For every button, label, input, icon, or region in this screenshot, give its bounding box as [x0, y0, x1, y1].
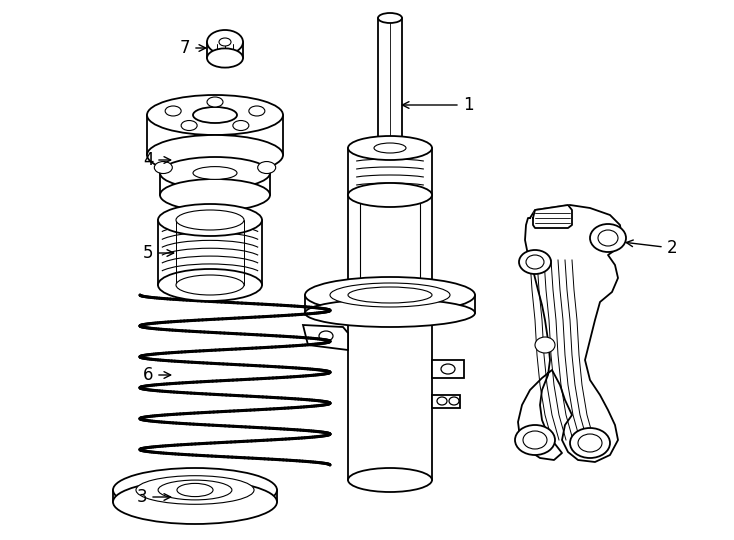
- Ellipse shape: [181, 120, 197, 131]
- Ellipse shape: [378, 13, 402, 23]
- Ellipse shape: [193, 167, 237, 179]
- Ellipse shape: [523, 431, 547, 449]
- Ellipse shape: [305, 277, 475, 313]
- Ellipse shape: [219, 38, 231, 46]
- Polygon shape: [533, 205, 572, 228]
- Ellipse shape: [147, 95, 283, 135]
- Ellipse shape: [207, 30, 243, 54]
- Ellipse shape: [158, 204, 262, 236]
- Text: 5: 5: [142, 244, 174, 262]
- Ellipse shape: [515, 425, 555, 455]
- Polygon shape: [518, 205, 622, 462]
- Ellipse shape: [136, 476, 254, 504]
- Ellipse shape: [176, 210, 244, 230]
- Ellipse shape: [165, 106, 181, 116]
- Ellipse shape: [160, 179, 270, 211]
- Ellipse shape: [441, 364, 455, 374]
- Ellipse shape: [578, 434, 602, 452]
- Ellipse shape: [177, 483, 213, 497]
- Text: 7: 7: [180, 39, 206, 57]
- Ellipse shape: [160, 157, 270, 189]
- Ellipse shape: [319, 331, 333, 341]
- Ellipse shape: [207, 97, 223, 107]
- Ellipse shape: [158, 480, 232, 500]
- Ellipse shape: [348, 183, 432, 207]
- Polygon shape: [303, 325, 348, 350]
- Ellipse shape: [113, 468, 277, 512]
- Ellipse shape: [176, 275, 244, 295]
- Ellipse shape: [570, 428, 610, 458]
- Text: 3: 3: [137, 488, 171, 506]
- Text: 2: 2: [626, 239, 677, 257]
- Ellipse shape: [258, 161, 276, 173]
- Ellipse shape: [374, 143, 406, 153]
- Ellipse shape: [154, 161, 172, 173]
- Ellipse shape: [330, 283, 450, 307]
- Ellipse shape: [526, 255, 544, 269]
- Ellipse shape: [590, 224, 626, 252]
- Polygon shape: [432, 395, 460, 408]
- Ellipse shape: [348, 468, 432, 492]
- Ellipse shape: [193, 107, 237, 123]
- Ellipse shape: [158, 269, 262, 301]
- Polygon shape: [432, 360, 464, 378]
- Ellipse shape: [233, 120, 249, 131]
- Text: 1: 1: [402, 96, 473, 114]
- Ellipse shape: [598, 230, 618, 246]
- Ellipse shape: [113, 480, 277, 524]
- Ellipse shape: [348, 287, 432, 303]
- Ellipse shape: [535, 337, 555, 353]
- Ellipse shape: [437, 397, 447, 405]
- Ellipse shape: [519, 250, 551, 274]
- Ellipse shape: [305, 299, 475, 327]
- Text: 6: 6: [142, 366, 171, 384]
- Ellipse shape: [207, 49, 243, 68]
- Ellipse shape: [249, 106, 265, 116]
- Ellipse shape: [348, 136, 432, 160]
- Ellipse shape: [147, 135, 283, 175]
- Text: 4: 4: [142, 151, 171, 169]
- Ellipse shape: [449, 397, 459, 405]
